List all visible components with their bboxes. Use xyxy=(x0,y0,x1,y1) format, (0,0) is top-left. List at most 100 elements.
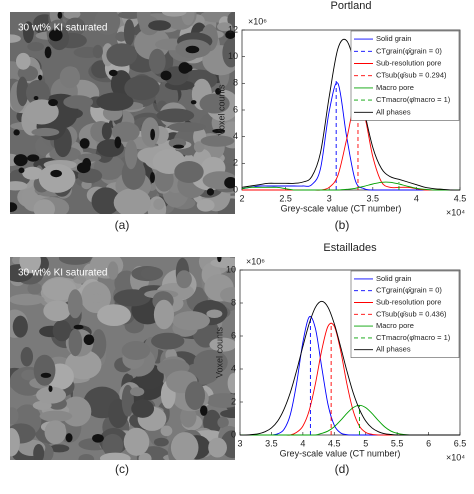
pore xyxy=(73,324,84,330)
grain xyxy=(217,416,229,429)
legend-label: Sub-resolution pore xyxy=(376,297,441,306)
pore xyxy=(27,154,40,162)
grain xyxy=(78,453,95,460)
pore xyxy=(50,169,62,178)
grain xyxy=(39,410,73,422)
grain xyxy=(27,282,42,295)
x-tick-label: 4 xyxy=(414,193,419,203)
grain xyxy=(124,139,138,170)
pore xyxy=(172,144,185,149)
y-tick-label: 0 xyxy=(231,429,236,439)
x-multiplier: ×10⁴ xyxy=(446,452,465,462)
x-tick-label: 3.5 xyxy=(367,193,380,203)
image-label: 30 wt% KI saturated xyxy=(18,23,108,34)
grain xyxy=(10,181,28,191)
grain xyxy=(22,166,44,180)
grain xyxy=(131,399,155,418)
x-tick-label: 5.5 xyxy=(391,438,404,448)
grain xyxy=(170,432,199,460)
panel-label: (b) xyxy=(335,218,350,232)
pore xyxy=(48,385,53,392)
y-tick-label: 2 xyxy=(233,158,238,168)
pore xyxy=(76,162,91,174)
pore xyxy=(79,138,90,149)
y-tick-label: 12 xyxy=(228,24,238,34)
y-axis-label: Voxel counts xyxy=(216,84,226,136)
grain xyxy=(77,153,102,162)
grain xyxy=(156,108,195,123)
grain xyxy=(176,270,192,289)
histogram-curve xyxy=(239,300,460,436)
pore xyxy=(114,136,122,149)
pore xyxy=(48,99,58,107)
grain xyxy=(161,12,187,17)
pore xyxy=(217,257,222,263)
grain xyxy=(63,12,81,20)
legend-label: Sub-resolution pore xyxy=(376,58,441,67)
grain xyxy=(49,444,70,453)
pore xyxy=(65,433,73,443)
legend-label: CTmacro(φ̄macro = 1) xyxy=(376,95,451,104)
x-tick-label: 3 xyxy=(327,193,332,203)
grain xyxy=(227,372,235,394)
y-tick-label: 0 xyxy=(233,184,238,194)
pore xyxy=(108,69,118,77)
legend-label: CTsub(φ̄sub = 0.436) xyxy=(376,309,447,318)
pore xyxy=(190,100,197,105)
grain xyxy=(68,328,83,357)
pore xyxy=(13,154,28,167)
legend-label: Solid grain xyxy=(376,274,411,283)
grain xyxy=(153,198,165,210)
grain xyxy=(99,452,131,460)
grain xyxy=(153,437,169,447)
grain xyxy=(20,347,34,367)
grain xyxy=(73,275,86,284)
grain xyxy=(193,141,205,153)
grain xyxy=(24,99,59,125)
grain xyxy=(59,66,81,89)
pore xyxy=(150,171,155,184)
grain xyxy=(209,337,235,352)
pore xyxy=(212,128,226,134)
grain xyxy=(16,76,29,107)
y-tick-label: 10 xyxy=(226,264,236,274)
grain xyxy=(141,117,160,147)
grain xyxy=(151,332,185,350)
y-tick-label: 10 xyxy=(228,51,238,61)
panel-label: (d) xyxy=(335,462,350,476)
x-tick-label: 2.5 xyxy=(279,193,292,203)
grain xyxy=(138,452,152,460)
pore xyxy=(160,70,172,81)
grain xyxy=(124,75,160,101)
grain xyxy=(148,20,171,31)
grain xyxy=(21,369,38,381)
x-tick-label: 6 xyxy=(426,438,431,448)
grain xyxy=(180,406,197,428)
y-tick-label: 4 xyxy=(231,363,236,373)
pore xyxy=(44,46,52,59)
grain xyxy=(42,278,77,301)
grain xyxy=(196,198,215,212)
grain xyxy=(96,92,134,111)
x-multiplier: ×10⁴ xyxy=(446,207,465,217)
panel-label: (c) xyxy=(115,462,129,476)
pore xyxy=(225,30,235,39)
grain xyxy=(33,199,56,214)
panel-label: (a) xyxy=(115,218,130,232)
pore xyxy=(38,74,43,81)
grain xyxy=(210,257,235,269)
grain xyxy=(26,79,50,106)
y-axis-label: Voxel counts xyxy=(214,326,224,378)
grain xyxy=(181,12,195,26)
grain xyxy=(58,257,92,265)
grain xyxy=(97,304,131,327)
grain xyxy=(92,44,103,59)
pore xyxy=(185,45,200,54)
legend-label: All phases xyxy=(376,107,411,116)
legend-label: CTgrain(φ̄grain = 0) xyxy=(376,46,442,55)
x-tick-label: 5 xyxy=(363,438,368,448)
grain xyxy=(94,12,121,35)
grain xyxy=(168,122,206,132)
grain xyxy=(89,293,105,303)
